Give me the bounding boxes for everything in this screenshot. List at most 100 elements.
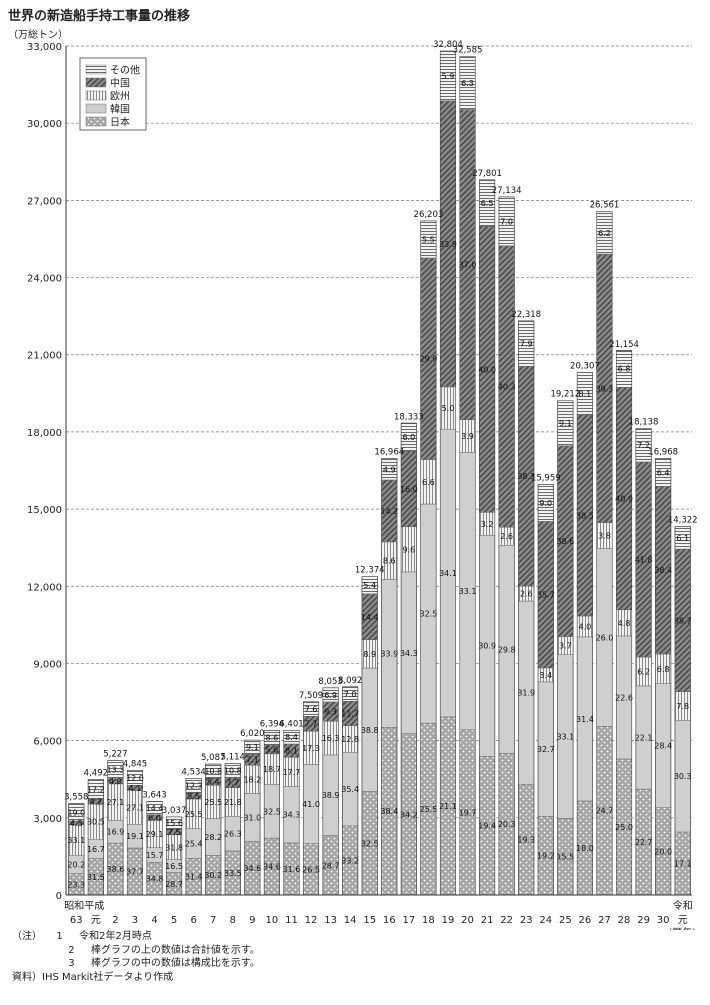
share-label: 4.0 bbox=[579, 622, 592, 631]
share-label: 35.7 bbox=[537, 591, 555, 600]
share-label: 7.8 bbox=[676, 702, 689, 711]
total-label: 26,203 bbox=[414, 210, 444, 220]
share-label: 15.6 bbox=[165, 819, 183, 828]
share-label: 15.7 bbox=[146, 851, 164, 860]
x-tick-label: 元 bbox=[91, 915, 101, 926]
source-note: 資料）IHS Markit社データより作成 bbox=[12, 971, 174, 983]
share-label: 30.5 bbox=[87, 818, 105, 827]
share-label: 3.8 bbox=[598, 532, 611, 541]
share-label: 5.4 bbox=[363, 581, 376, 590]
y-axis-unit-label: （万総トン） bbox=[8, 28, 68, 41]
note-text: 棒グラフの上の数値は合計値を示す。 bbox=[90, 944, 260, 956]
legend-label: 日本 bbox=[110, 116, 130, 129]
share-label: 6.9 bbox=[324, 691, 337, 700]
share-label: 38.9 bbox=[322, 791, 340, 800]
total-label: 8,092 bbox=[338, 676, 362, 686]
share-label: 31.8 bbox=[165, 843, 183, 852]
share-label: 29.8 bbox=[498, 645, 516, 654]
x-tick-label: 15 bbox=[363, 915, 376, 926]
share-label: 18.2 bbox=[243, 775, 261, 784]
share-label: 22.6 bbox=[615, 693, 633, 702]
share-label: 25.5 bbox=[204, 798, 222, 807]
share-label: 28.4 bbox=[654, 742, 672, 751]
share-label: 16.5 bbox=[165, 862, 183, 871]
share-label: 3.4 bbox=[539, 671, 552, 680]
share-label: 33.5 bbox=[224, 869, 242, 878]
total-label: 7,509 bbox=[299, 691, 323, 701]
share-label: 37.7 bbox=[126, 868, 144, 877]
share-label: 33.1 bbox=[67, 836, 85, 845]
x-tick-label: 9 bbox=[249, 915, 255, 926]
share-label: 34.6 bbox=[243, 864, 261, 873]
share-label: 3.9 bbox=[461, 432, 474, 441]
share-label: 13.3 bbox=[107, 766, 125, 775]
share-label: 37.0 bbox=[459, 261, 477, 270]
x-tick-label: 28 bbox=[618, 915, 631, 926]
share-label: 32.7 bbox=[537, 745, 555, 754]
share-label: 6.5 bbox=[481, 199, 494, 208]
share-label: 20.3 bbox=[498, 820, 516, 829]
total-label: 18,333 bbox=[394, 412, 424, 422]
total-label: 6,401 bbox=[279, 719, 303, 729]
x-tick-label: 23 bbox=[520, 915, 533, 926]
share-label: 4.3 bbox=[70, 819, 83, 828]
share-label: 34.3 bbox=[283, 811, 301, 820]
share-label: 40.9 bbox=[615, 495, 633, 504]
share-label: 8.6 bbox=[266, 734, 279, 743]
share-label: 33.9 bbox=[380, 649, 398, 658]
total-label: 22,318 bbox=[511, 310, 541, 320]
share-label: 10.8 bbox=[204, 767, 222, 776]
share-label: 38.3 bbox=[517, 472, 535, 481]
share-label: 5.5 bbox=[187, 792, 200, 801]
share-label: 5.5 bbox=[422, 235, 435, 244]
share-label: 8.1 bbox=[579, 390, 592, 399]
y-tick-label: 21,000 bbox=[27, 351, 62, 362]
share-label: 25.5 bbox=[185, 810, 203, 819]
share-label: 28.7 bbox=[165, 880, 183, 889]
x-tick-label: 13 bbox=[324, 915, 337, 926]
share-label: 10.8 bbox=[224, 766, 242, 775]
x-tick-label: 24 bbox=[539, 915, 552, 926]
share-label: 19.4 bbox=[478, 822, 496, 831]
x-tick-label: 17 bbox=[402, 915, 415, 926]
total-label: 5,227 bbox=[103, 750, 127, 760]
total-label: 14,322 bbox=[668, 516, 698, 526]
x-tick-label: 63 bbox=[70, 915, 83, 926]
chart-title: 世界の新造船手持工事量の推移 bbox=[8, 9, 191, 24]
x-tick-label: 27 bbox=[598, 915, 611, 926]
legend-label: 中国 bbox=[110, 77, 130, 90]
share-label: 14.4 bbox=[146, 804, 164, 813]
share-label: 34.8 bbox=[146, 875, 164, 884]
share-label: 34.6 bbox=[263, 863, 281, 872]
share-label: 7.9 bbox=[520, 339, 533, 348]
note-lead: （注） bbox=[12, 931, 42, 942]
share-label: 21.1 bbox=[439, 802, 457, 811]
share-label: 25.5 bbox=[420, 805, 438, 814]
total-label: 4,845 bbox=[123, 759, 147, 769]
share-label: 26.0 bbox=[596, 633, 614, 642]
share-label: 6.0 bbox=[402, 433, 415, 442]
share-label: 6.6 bbox=[422, 478, 435, 487]
total-label: 16,964 bbox=[374, 448, 404, 458]
x-tick-label: 4 bbox=[151, 915, 157, 926]
total-label: 21,154 bbox=[609, 340, 639, 350]
share-label: 14.4 bbox=[361, 613, 379, 622]
note-number: 1 bbox=[56, 931, 63, 942]
share-label: 25.0 bbox=[615, 823, 633, 832]
share-label: 33.2 bbox=[341, 856, 359, 865]
share-label: 7.0 bbox=[344, 690, 357, 699]
share-label: 17.7 bbox=[283, 768, 301, 777]
share-label: 32.5 bbox=[420, 610, 438, 619]
share-label: 31.6 bbox=[283, 865, 301, 874]
share-label: 29.9 bbox=[420, 355, 438, 364]
note-text: 令和2年2月時点 bbox=[79, 931, 152, 942]
share-label: 11.7 bbox=[341, 709, 359, 718]
total-label: 32,585 bbox=[453, 46, 483, 56]
note-text: 棒グラフの中の数値は構成比を示す。 bbox=[90, 958, 260, 969]
share-label: 38.7 bbox=[674, 616, 692, 625]
share-label: 31.4 bbox=[185, 873, 203, 882]
share-label: 2.6 bbox=[500, 532, 513, 541]
share-label: 38.5 bbox=[576, 511, 594, 520]
total-label: 6,020 bbox=[240, 729, 264, 739]
share-label: 40.3 bbox=[498, 382, 516, 391]
